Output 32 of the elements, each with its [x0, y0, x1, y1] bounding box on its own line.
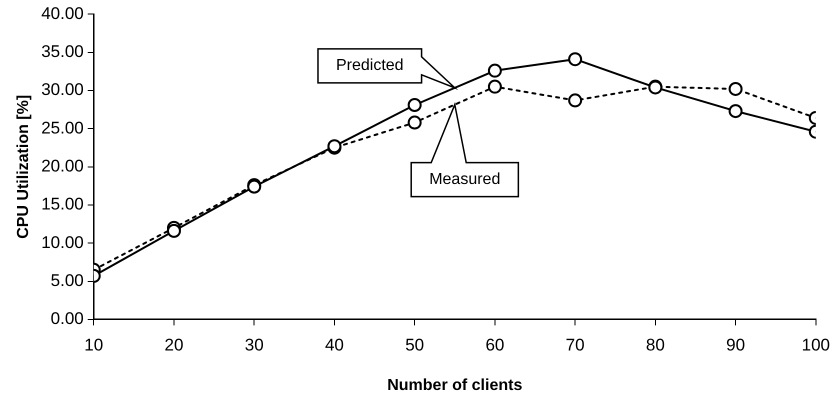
text: Measured: [429, 171, 500, 188]
point: [568, 93, 582, 108]
x-tick-label: 10: [84, 335, 104, 354]
point: [728, 104, 743, 118]
y-tick-label: 30.00: [41, 80, 84, 100]
x-tick-label: 100: [802, 335, 830, 354]
x-tick-label: 90: [726, 335, 746, 354]
y-tick-label: 35.00: [41, 42, 84, 62]
point: [166, 224, 181, 238]
x-tick-label: 20: [164, 335, 184, 354]
y-tick-label: 25.00: [41, 118, 84, 138]
point: [728, 82, 743, 96]
point: [408, 98, 422, 112]
x-tick-label: 30: [244, 335, 264, 354]
y-tick-label: 0.00: [50, 309, 84, 328]
point: [488, 80, 502, 94]
y-tick-label: 20.00: [41, 156, 84, 176]
point: [568, 52, 582, 66]
point: [408, 116, 422, 130]
series-label: Predicted: [336, 57, 404, 74]
x-axis-title: Number of clients: [387, 376, 522, 394]
y-tick-label: 10.00: [41, 232, 84, 252]
x-tick-label: 80: [646, 335, 665, 354]
x-tick-label: 50: [405, 335, 424, 354]
point: [488, 64, 502, 78]
x-tick-label: 40: [324, 335, 344, 354]
y-tick-label: 15.00: [41, 194, 84, 214]
y-tick-label: 40.00: [41, 4, 84, 23]
x-tick-label: 60: [485, 335, 504, 354]
y-tick-label: 5.00: [50, 270, 84, 290]
y-axis-title: CPU Utilization [%]: [15, 94, 32, 239]
x-tick-label: 70: [566, 335, 585, 354]
